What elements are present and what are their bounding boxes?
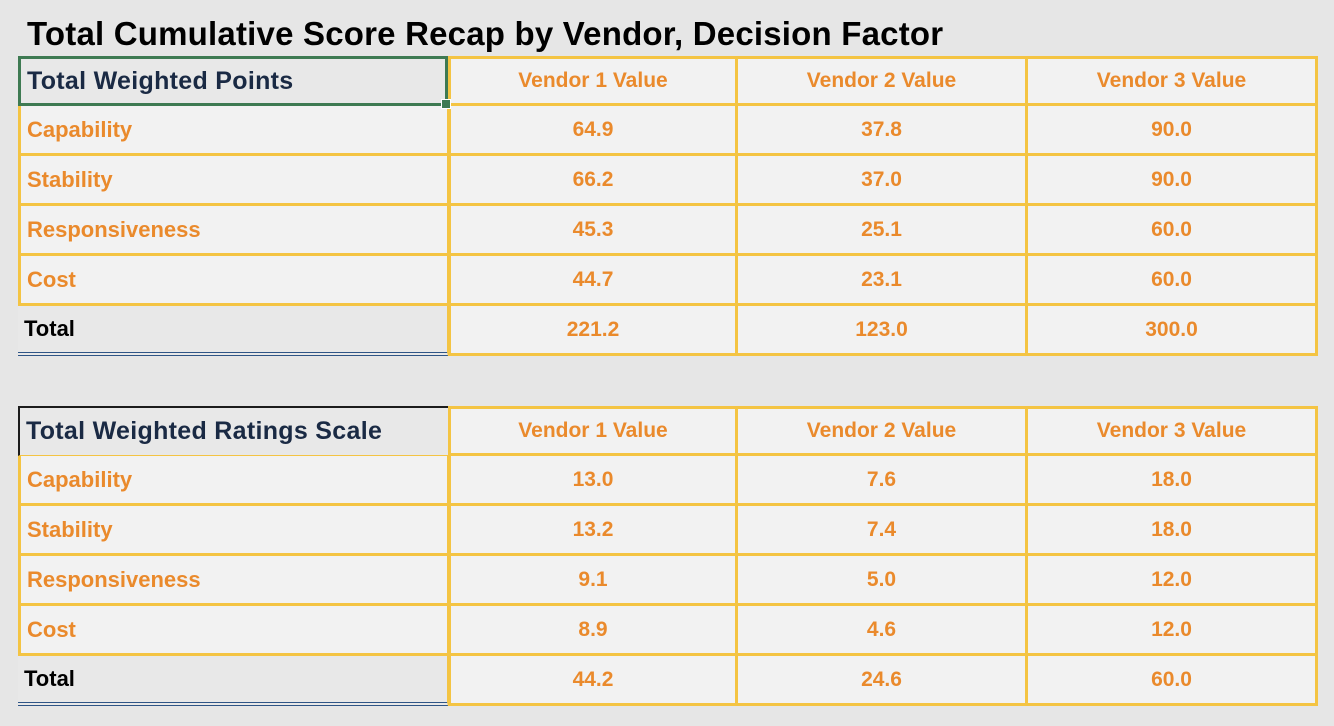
value-cell[interactable]: 90.0 — [1028, 106, 1318, 156]
value-cell[interactable]: 12.0 — [1028, 606, 1318, 656]
value-cell[interactable]: 13.0 — [448, 456, 738, 506]
value-cell[interactable]: 18.0 — [1028, 456, 1318, 506]
row-label-cell[interactable]: Capability — [18, 106, 448, 156]
value-cell[interactable]: 12.0 — [1028, 556, 1318, 606]
row-label-cell[interactable]: Cost — [18, 606, 448, 656]
table-row: Cost 8.9 4.6 12.0 — [18, 606, 1318, 656]
column-header-vendor-2[interactable]: Vendor 2 Value — [738, 56, 1028, 106]
value-cell[interactable]: 18.0 — [1028, 506, 1318, 556]
table-row: Responsiveness 9.1 5.0 12.0 — [18, 556, 1318, 606]
value-cell[interactable]: 64.9 — [448, 106, 738, 156]
value-cell[interactable]: 4.6 — [738, 606, 1028, 656]
table-header-row: Total Weighted Points Vendor 1 Value Ven… — [18, 56, 1318, 109]
page-title: Total Cumulative Score Recap by Vendor, … — [27, 15, 944, 52]
value-cell[interactable]: 8.9 — [448, 606, 738, 656]
table-row: Responsiveness 45.3 25.1 60.0 — [18, 206, 1318, 256]
table-row: Stability 66.2 37.0 90.0 — [18, 156, 1318, 206]
weighted-points-table: Total Weighted Points Vendor 1 Value Ven… — [18, 56, 1318, 356]
value-cell[interactable]: 44.7 — [448, 256, 738, 306]
column-header-vendor-2[interactable]: Vendor 2 Value — [738, 406, 1028, 456]
total-value-cell[interactable]: 300.0 — [1028, 306, 1318, 356]
value-cell[interactable]: 60.0 — [1028, 256, 1318, 306]
total-value-cell[interactable]: 24.6 — [738, 656, 1028, 706]
column-header-vendor-3[interactable]: Vendor 3 Value — [1028, 406, 1318, 456]
value-cell[interactable]: 7.4 — [738, 506, 1028, 556]
row-label-cell[interactable]: Stability — [18, 156, 448, 206]
total-value-cell[interactable]: 221.2 — [448, 306, 738, 356]
table-header-row: Total Weighted Ratings Scale Vendor 1 Va… — [18, 406, 1318, 456]
weighted-ratings-table: Total Weighted Ratings Scale Vendor 1 Va… — [18, 406, 1318, 706]
total-value-cell[interactable]: 44.2 — [448, 656, 738, 706]
column-header-vendor-3[interactable]: Vendor 3 Value — [1028, 56, 1318, 106]
value-cell[interactable]: 60.0 — [1028, 206, 1318, 256]
column-header-vendor-1[interactable]: Vendor 1 Value — [448, 406, 738, 456]
value-cell[interactable]: 90.0 — [1028, 156, 1318, 206]
column-header-vendor-1[interactable]: Vendor 1 Value — [448, 56, 738, 106]
total-value-cell[interactable]: 123.0 — [738, 306, 1028, 356]
table-row: Capability 13.0 7.6 18.0 — [18, 456, 1318, 506]
row-label-cell[interactable]: Responsiveness — [18, 206, 448, 256]
row-label-cell[interactable]: Capability — [18, 456, 448, 506]
table-header-label: Total Weighted Ratings Scale — [26, 417, 383, 445]
value-cell[interactable]: 7.6 — [738, 456, 1028, 506]
selection-fill-handle[interactable] — [441, 99, 451, 109]
value-cell[interactable]: 23.1 — [738, 256, 1028, 306]
row-label-cell[interactable]: Cost — [18, 256, 448, 306]
value-cell[interactable]: 9.1 — [448, 556, 738, 606]
selected-header-cell[interactable]: Total Weighted Points — [18, 56, 451, 109]
value-cell[interactable]: 66.2 — [448, 156, 738, 206]
total-row: Total 44.2 24.6 60.0 — [18, 656, 1318, 706]
value-cell[interactable]: 5.0 — [738, 556, 1028, 606]
table-header-cell[interactable]: Total Weighted Ratings Scale — [18, 406, 448, 456]
table-header-label: Total Weighted Points — [27, 66, 294, 95]
value-cell[interactable]: 37.0 — [738, 156, 1028, 206]
row-label-cell[interactable]: Responsiveness — [18, 556, 448, 606]
table-row: Cost 44.7 23.1 60.0 — [18, 256, 1318, 306]
table-row: Stability 13.2 7.4 18.0 — [18, 506, 1318, 556]
total-row: Total 221.2 123.0 300.0 — [18, 306, 1318, 356]
total-label-cell[interactable]: Total — [18, 306, 448, 356]
total-value-cell[interactable]: 60.0 — [1028, 656, 1318, 706]
value-cell[interactable]: 13.2 — [448, 506, 738, 556]
table-row: Capability 64.9 37.8 90.0 — [18, 106, 1318, 156]
total-label-cell[interactable]: Total — [18, 656, 448, 706]
row-label-cell[interactable]: Stability — [18, 506, 448, 556]
value-cell[interactable]: 45.3 — [448, 206, 738, 256]
value-cell[interactable]: 37.8 — [738, 106, 1028, 156]
value-cell[interactable]: 25.1 — [738, 206, 1028, 256]
